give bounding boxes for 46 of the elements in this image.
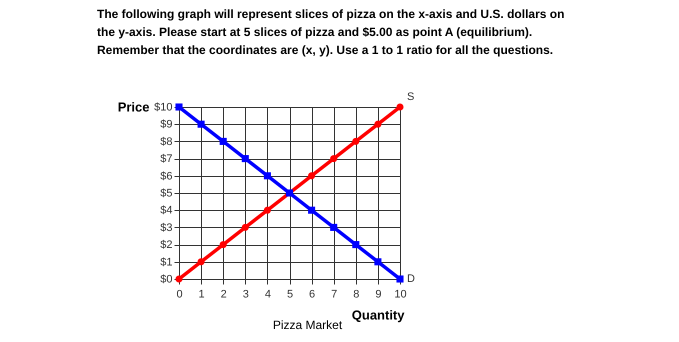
x-tick-label: 2: [220, 288, 227, 300]
x-tick-label: 9: [375, 288, 382, 300]
x-tick-label: 1: [198, 288, 205, 300]
x-tick-label: 5: [286, 288, 294, 300]
point: [374, 120, 382, 128]
y-tick-label: $9: [160, 118, 172, 131]
y-tick-label: $6: [160, 170, 172, 182]
point: [374, 258, 382, 266]
chart-title: The following graph will represent slices of pizza on the x-axis and U.S. dollars on the y-axis. Please start at 5 slices of pizza and $5.00 as point A (equilibrium). Remember that the coordinates are (x, y). Use a 1 to 1 ratio for all the questions.: [97, 7, 564, 57]
point: [198, 258, 205, 266]
point: [308, 172, 316, 180]
point: [220, 241, 227, 248]
point: [330, 155, 338, 162]
text: Pizza Market: [272, 318, 343, 332]
x-tick-label: 8: [353, 288, 360, 300]
point: [242, 155, 249, 162]
x-axis-title: Quantity: [352, 308, 406, 322]
point: [220, 138, 227, 145]
point: [264, 206, 271, 214]
point: [352, 241, 360, 248]
series-label: D: [407, 273, 415, 285]
x-tick-label: 7: [331, 288, 338, 300]
point: [308, 206, 316, 214]
x-tick-label: 10: [394, 288, 407, 300]
y-axis-title: Price: [118, 100, 150, 114]
y-tick-label: $1: [160, 256, 172, 268]
y-tick-label: $10: [154, 102, 172, 114]
y-tick-label: $7: [160, 153, 172, 166]
y-tick-label: $5: [160, 188, 172, 200]
point: [396, 103, 404, 111]
point: [264, 172, 271, 180]
point: [198, 120, 205, 128]
y-tick-label: $3: [160, 222, 172, 234]
x-tick-label: 3: [242, 288, 249, 300]
x-tick-label: 4: [264, 288, 271, 300]
point: [175, 275, 183, 283]
point: [352, 138, 360, 145]
y-tick-label: $4: [160, 204, 172, 217]
y-tick-label: $8: [160, 136, 172, 148]
x-tick-label: 6: [309, 288, 316, 300]
point: [242, 224, 249, 231]
series-label: S: [407, 91, 414, 103]
point: [330, 224, 338, 231]
y-tick-label: $0: [160, 274, 172, 286]
x-tick-label: 0: [176, 288, 183, 300]
y-tick-label: $2: [160, 239, 172, 252]
